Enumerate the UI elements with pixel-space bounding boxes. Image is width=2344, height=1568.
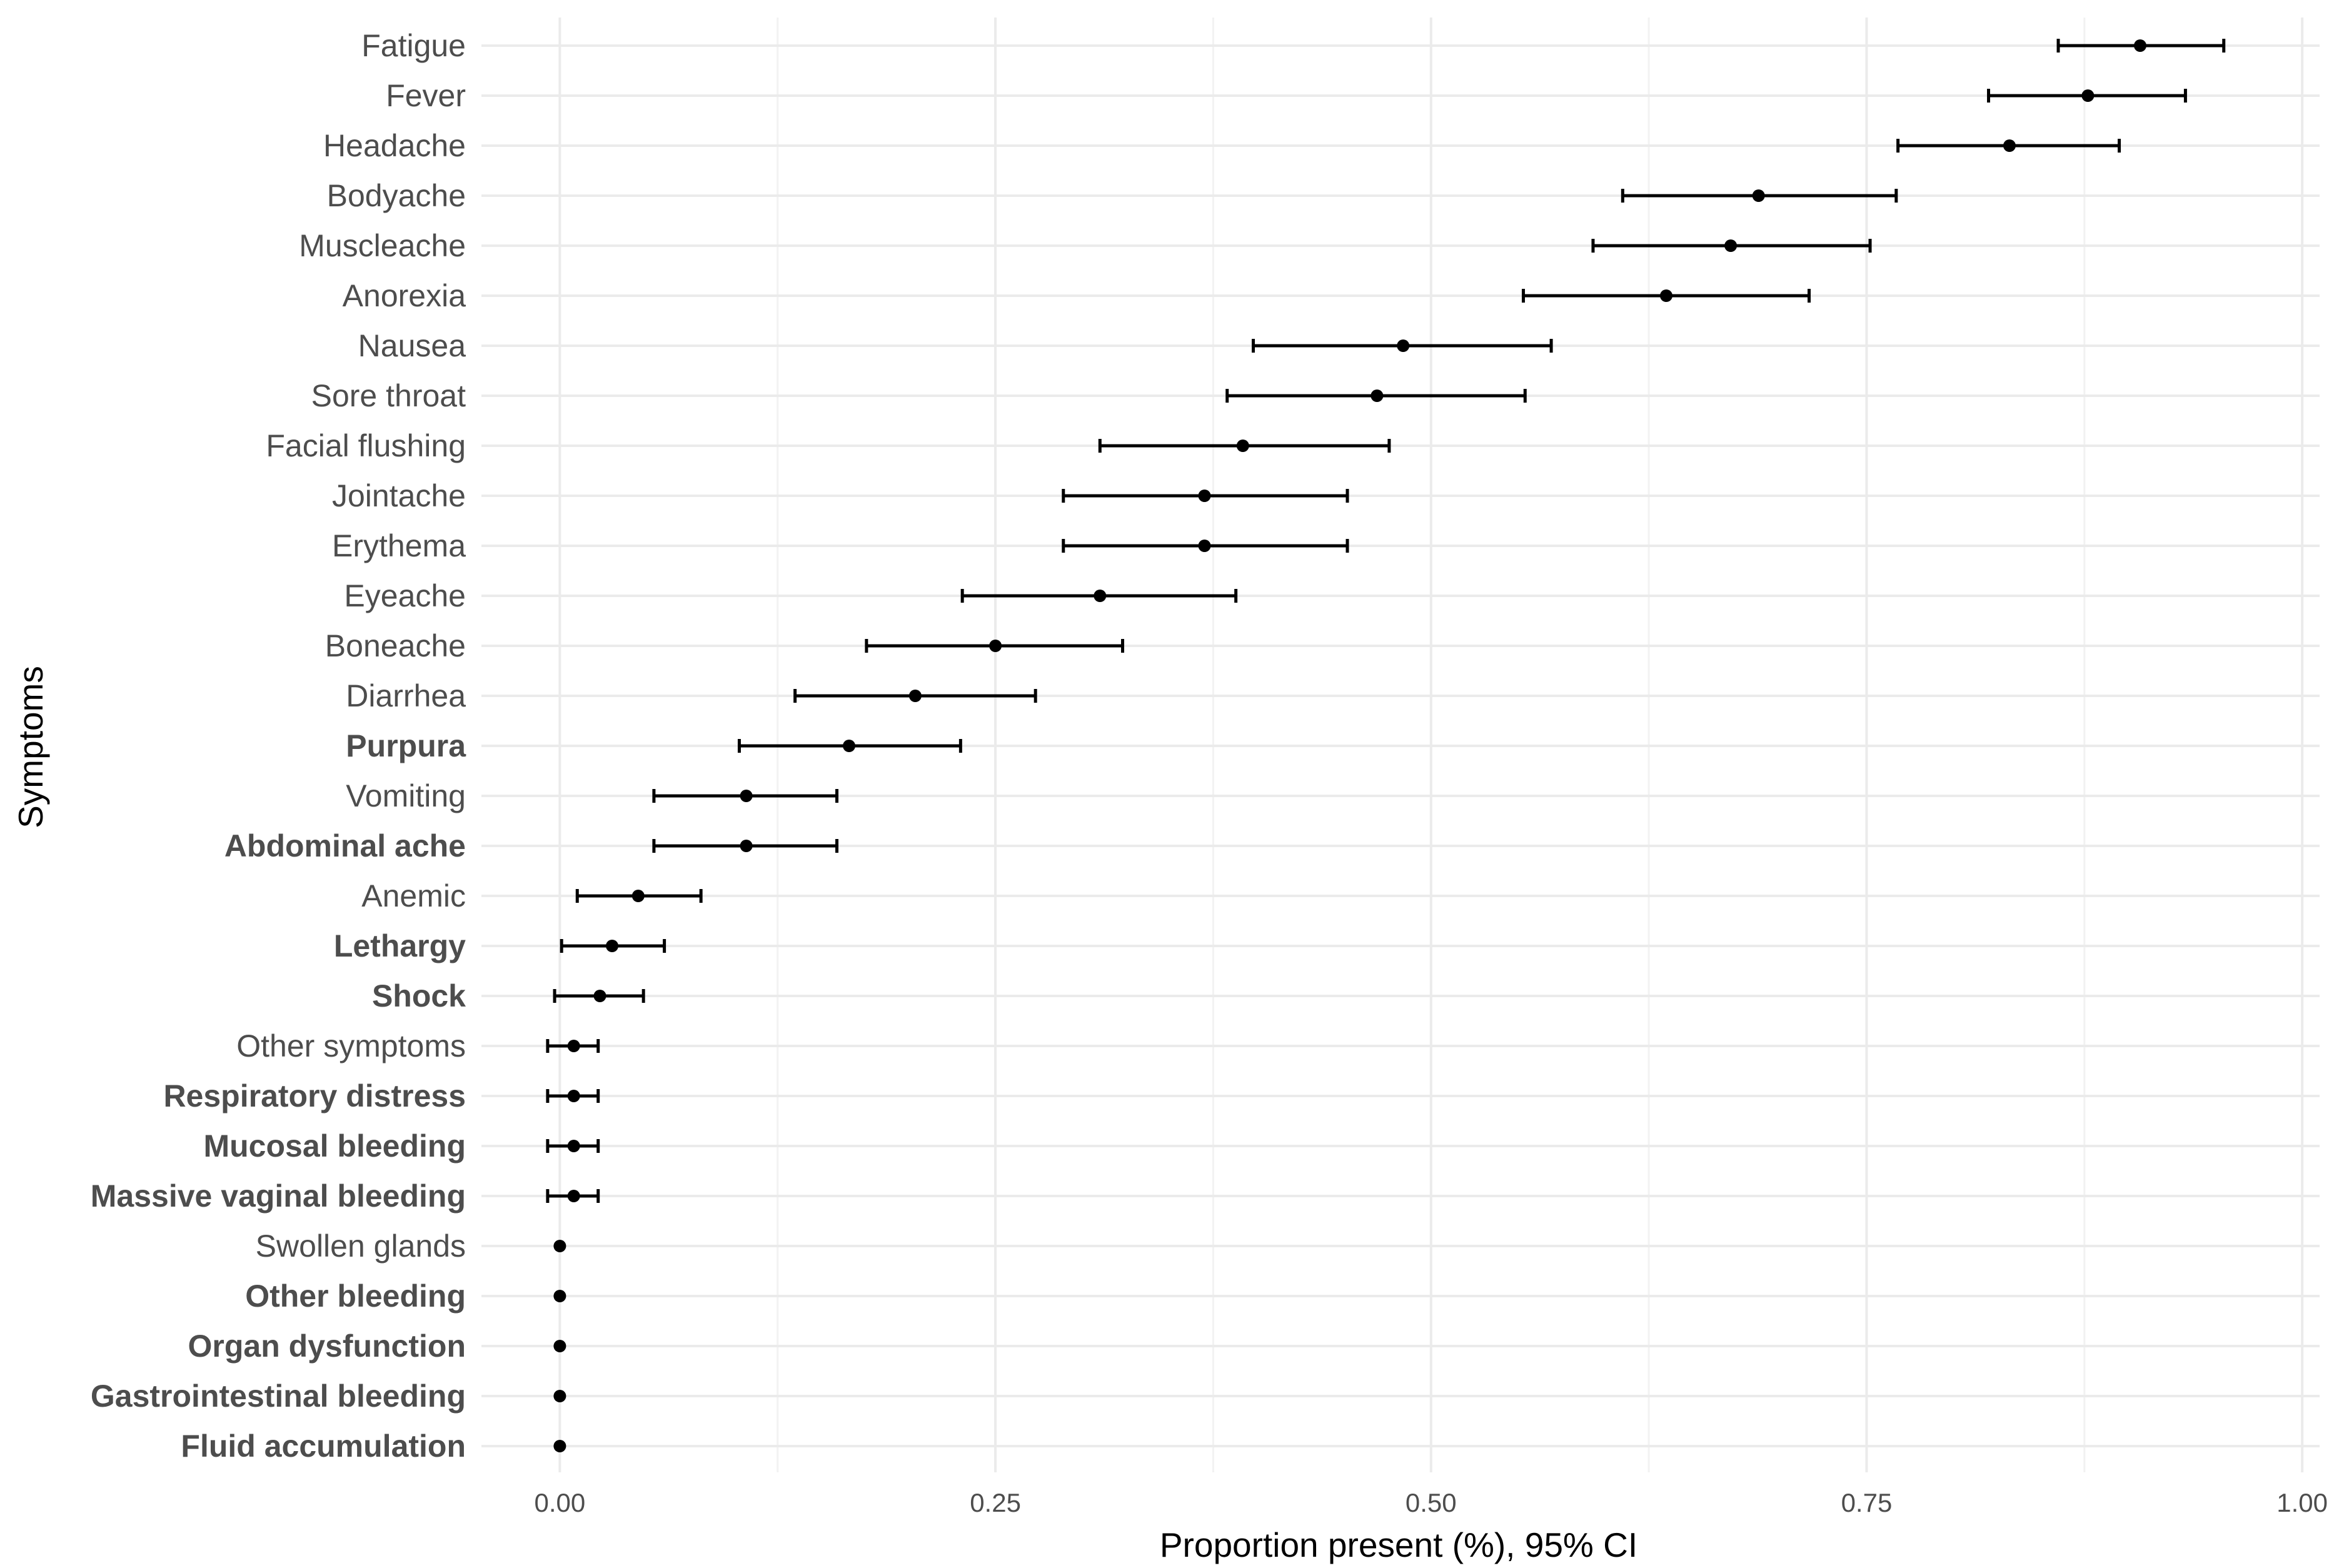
y-category-label: Headache: [323, 128, 466, 163]
y-category-label: Swollen glands: [256, 1229, 466, 1264]
y-category-label: Fever: [386, 78, 466, 113]
x-tick-label: 0.50: [1406, 1488, 1457, 1517]
x-tick-label: 0.00: [535, 1488, 586, 1517]
data-point: [553, 1290, 566, 1302]
y-category-label: Erythema: [332, 528, 466, 563]
y-category-label: Abdominal ache: [224, 828, 466, 863]
data-point: [631, 890, 645, 902]
y-category-label: Boneache: [325, 628, 466, 663]
data-point: [1094, 590, 1107, 602]
data-point: [989, 640, 1002, 652]
x-axis-title: Proportion present (%), 95% CI: [1160, 1525, 1637, 1564]
y-category-label: Massive vaginal bleeding: [91, 1179, 466, 1214]
y-category-label: Fluid accumulation: [181, 1429, 466, 1464]
data-point: [553, 1340, 566, 1352]
y-category-label: Other bleeding: [245, 1279, 466, 1314]
data-marks: [546, 39, 2226, 1452]
data-point: [2003, 139, 2016, 152]
y-axis-title: Symptoms: [11, 666, 50, 828]
data-point: [1371, 389, 1384, 402]
y-category-label: Anemic: [361, 878, 466, 913]
data-point: [606, 940, 619, 952]
data-point: [908, 690, 922, 702]
data-point: [567, 1040, 580, 1052]
data-point: [567, 1090, 580, 1102]
data-point: [1236, 440, 1249, 452]
y-category-label: Lethargy: [334, 928, 466, 963]
data-point: [1397, 339, 1410, 352]
y-category-label: Vomiting: [346, 778, 466, 813]
data-point: [553, 1390, 566, 1402]
y-category-label: Mucosal bleeding: [203, 1128, 466, 1163]
y-category-label: Jointache: [332, 478, 466, 513]
y-category-label: Respiratory distress: [163, 1078, 466, 1113]
x-tick-label: 0.75: [1841, 1488, 1893, 1517]
y-category-label: Facial flushing: [266, 428, 466, 463]
data-point: [1724, 239, 1738, 252]
y-category-label: Gastrointestinal bleeding: [91, 1379, 466, 1414]
data-point: [740, 840, 753, 852]
y-category-label: Sore throat: [311, 378, 466, 413]
y-category-label: Diarrhea: [346, 678, 466, 713]
data-point: [553, 1440, 566, 1452]
data-point: [1198, 540, 1211, 552]
data-point: [553, 1240, 566, 1252]
y-category-label: Nausea: [358, 328, 466, 363]
data-point: [1752, 189, 1765, 202]
y-category-label: Anorexia: [343, 278, 466, 313]
data-point: [2081, 89, 2095, 102]
y-category-label: Eyeache: [344, 578, 466, 613]
data-point: [843, 740, 855, 752]
data-point: [1198, 490, 1211, 502]
x-tick-label: 0.25: [970, 1488, 1021, 1517]
data-point: [2133, 39, 2146, 52]
data-point: [567, 1190, 580, 1202]
y-category-label: Fatigue: [361, 28, 466, 63]
data-point: [593, 990, 606, 1002]
y-category-label: Other symptoms: [236, 1028, 466, 1063]
data-point: [1659, 289, 1672, 302]
y-category-label: Shock: [372, 978, 466, 1013]
data-point: [740, 790, 753, 802]
data-point: [567, 1140, 580, 1152]
y-category-label: Purpura: [346, 728, 466, 763]
y-category-label: Bodyache: [327, 178, 466, 213]
x-axis-ticks: 0.00 0.25 0.50 0.75 1.00: [535, 1488, 2328, 1517]
y-category-label: Muscleache: [299, 228, 466, 263]
y-category-label: Organ dysfunction: [188, 1329, 466, 1364]
x-tick-label: 1.00: [2276, 1488, 2328, 1517]
y-axis-labels: Fatigue Fever Headache Bodyache Muscleache An…: [91, 28, 466, 1464]
